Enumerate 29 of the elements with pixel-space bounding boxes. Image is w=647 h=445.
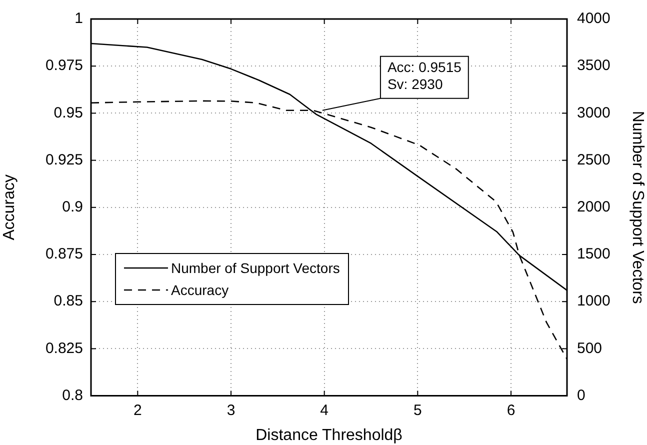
y2-tick-label: 4000: [577, 10, 610, 28]
y-axis-title: Accuracy: [1, 174, 18, 240]
x-tick-label: 6: [506, 402, 516, 419]
y2-tick-label: 0: [577, 386, 586, 404]
y-tick-label: 1: [74, 10, 83, 28]
y-tick-label: 0.925: [45, 151, 83, 168]
x-axis-title: Distance Thresholdβ: [256, 426, 402, 444]
y2-tick-label: 2000: [577, 198, 610, 216]
y2-tick-label: 2500: [577, 151, 610, 168]
x-tick-label: 4: [320, 402, 329, 419]
y2-tick-label: 3000: [577, 104, 610, 122]
y2-tick-label: 3500: [577, 57, 610, 74]
legend-label: Number of Support Vectors: [171, 260, 340, 276]
y-tick-label: 0.85: [54, 292, 83, 310]
y-tick-label: 0.95: [54, 104, 83, 122]
y2-tick-label: 500: [577, 340, 602, 357]
y-tick-label: 0.825: [45, 340, 83, 357]
y2-tick-label: 1000: [577, 292, 610, 310]
annotation: Acc: 0.9515 Sv: 2930: [387, 59, 462, 92]
x-tick-label: 5: [413, 402, 422, 419]
y2-axis-title: Number of Support Vectors: [628, 110, 646, 304]
x-tick-label: 3: [226, 402, 236, 419]
y-tick-label: 0.875: [45, 246, 83, 263]
x-tick-label: 2: [133, 402, 142, 419]
y-tick-label: 0.9: [62, 198, 83, 216]
legend-label: Accuracy: [171, 282, 229, 298]
y2-tick-label: 1500: [577, 246, 610, 263]
y-tick-label: 0.8: [62, 386, 83, 404]
y-tick-label: 0.975: [45, 57, 83, 74]
